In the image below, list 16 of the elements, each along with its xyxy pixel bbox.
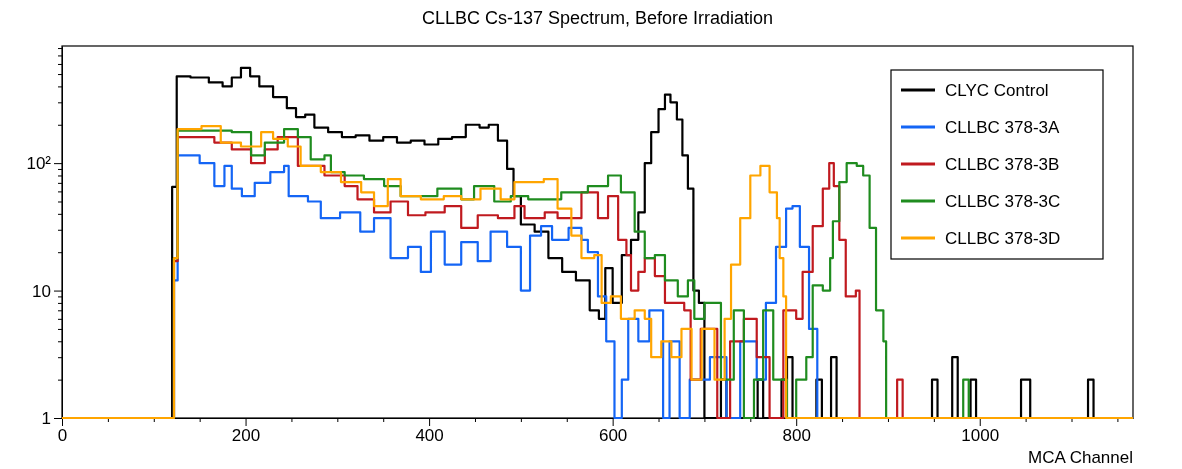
legend-label: CLLBC 378-3B <box>945 155 1060 174</box>
x-axis-title: MCA Channel <box>1028 448 1133 467</box>
chart-title: CLLBC Cs-137 Spectrum, Before Irradiation <box>421 8 774 28</box>
legend-label: CLLBC 378-3C <box>945 192 1061 211</box>
x-tick-label: 1000 <box>961 426 1000 446</box>
y-tick-label: 1 <box>41 408 51 428</box>
x-tick-label: 0 <box>57 426 68 446</box>
legend-label: CLLBC 378-3D <box>945 229 1061 248</box>
x-tick-label: 600 <box>598 426 628 446</box>
y-tick-label: 10² <box>26 154 52 174</box>
legend-label: CLYC Control <box>945 81 1049 100</box>
legend-label: CLLBC 378-3A <box>945 118 1060 137</box>
x-tick-label: 400 <box>415 426 444 446</box>
y-tick-label: 10 <box>32 281 51 301</box>
x-tick-label: 200 <box>231 426 261 446</box>
x-tick-label: 800 <box>782 426 811 446</box>
